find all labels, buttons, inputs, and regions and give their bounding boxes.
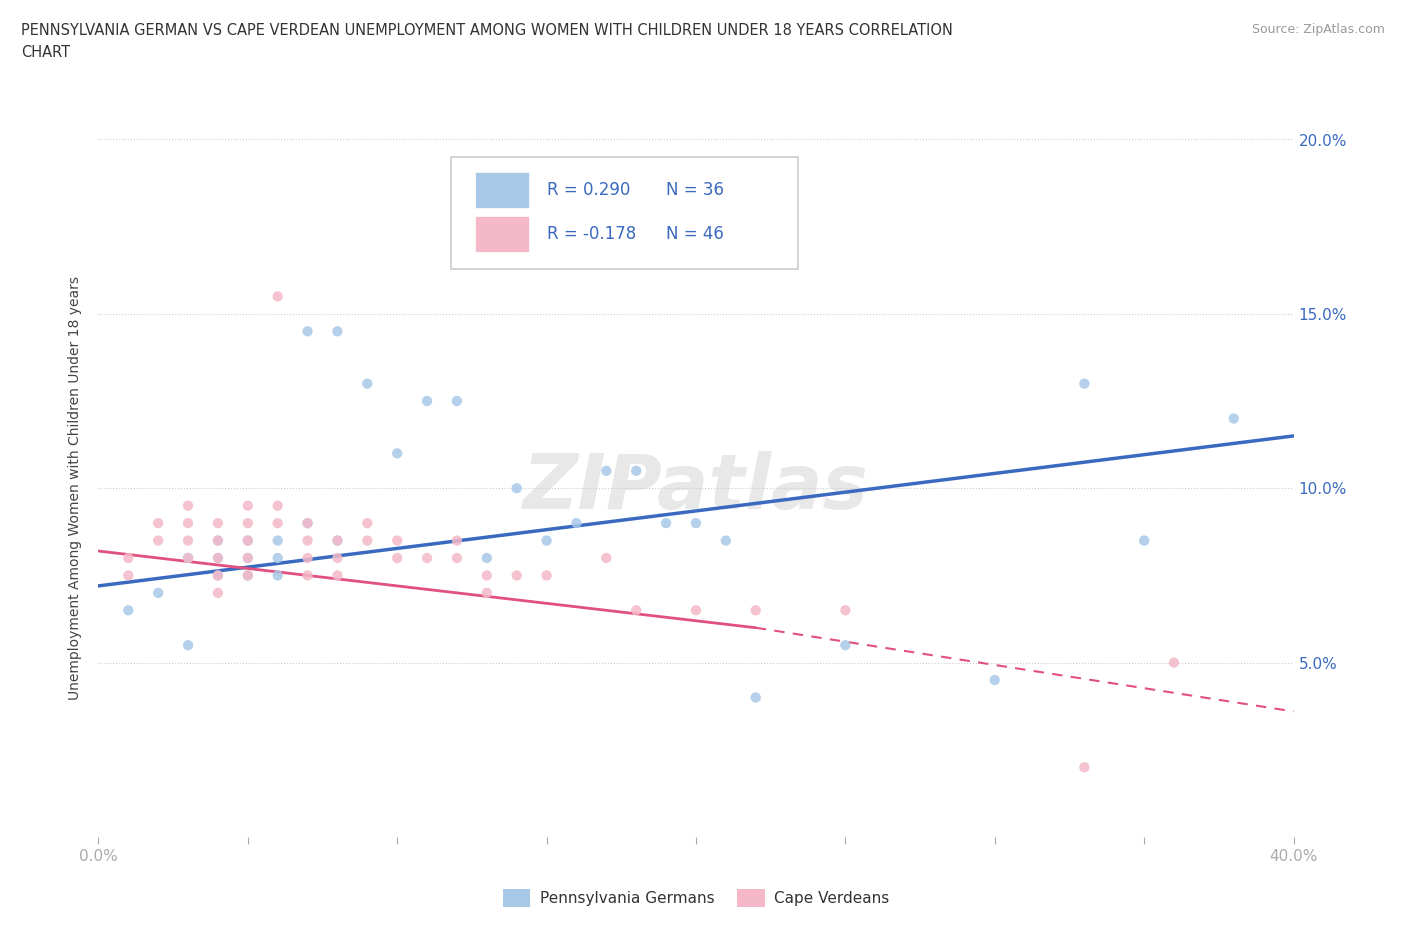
FancyBboxPatch shape bbox=[475, 217, 529, 253]
Point bbox=[207, 533, 229, 548]
Point bbox=[267, 551, 290, 565]
Point bbox=[236, 498, 259, 513]
Point bbox=[356, 377, 378, 392]
Point bbox=[177, 638, 200, 653]
Point bbox=[207, 551, 229, 565]
Point bbox=[475, 551, 498, 565]
Point bbox=[595, 551, 617, 565]
Point bbox=[1073, 377, 1095, 392]
Point bbox=[148, 533, 170, 548]
Point bbox=[177, 498, 200, 513]
Text: Source: ZipAtlas.com: Source: ZipAtlas.com bbox=[1251, 23, 1385, 36]
Point bbox=[236, 515, 259, 530]
Point bbox=[565, 515, 588, 530]
Point bbox=[236, 551, 259, 565]
Point bbox=[536, 533, 558, 548]
Legend: Pennsylvania Germans, Cape Verdeans: Pennsylvania Germans, Cape Verdeans bbox=[496, 884, 896, 913]
Point bbox=[714, 533, 737, 548]
Point bbox=[1163, 656, 1185, 671]
Point bbox=[446, 533, 468, 548]
Point bbox=[1073, 760, 1095, 775]
Y-axis label: Unemployment Among Women with Children Under 18 years: Unemployment Among Women with Children U… bbox=[69, 276, 83, 700]
Point bbox=[267, 515, 290, 530]
Point bbox=[326, 533, 349, 548]
Point bbox=[416, 551, 439, 565]
Point bbox=[117, 568, 139, 583]
Text: N = 36: N = 36 bbox=[666, 180, 724, 199]
Point bbox=[506, 568, 529, 583]
Point bbox=[236, 533, 259, 548]
Point bbox=[475, 568, 498, 583]
Point bbox=[626, 463, 648, 478]
Point bbox=[297, 324, 319, 339]
Point bbox=[148, 586, 170, 601]
Point bbox=[1133, 533, 1156, 548]
Point bbox=[745, 603, 768, 618]
Point bbox=[177, 551, 200, 565]
Point bbox=[475, 586, 498, 601]
Text: PENNSYLVANIA GERMAN VS CAPE VERDEAN UNEMPLOYMENT AMONG WOMEN WITH CHILDREN UNDER: PENNSYLVANIA GERMAN VS CAPE VERDEAN UNEM… bbox=[21, 23, 953, 38]
Point bbox=[326, 533, 349, 548]
Text: R = 0.290: R = 0.290 bbox=[547, 180, 630, 199]
Point bbox=[356, 533, 378, 548]
Text: CHART: CHART bbox=[21, 45, 70, 60]
Point bbox=[984, 672, 1007, 687]
Point bbox=[117, 603, 139, 618]
Point bbox=[236, 533, 259, 548]
Point bbox=[326, 568, 349, 583]
Point bbox=[236, 551, 259, 565]
Point bbox=[267, 498, 290, 513]
Point bbox=[177, 551, 200, 565]
Point bbox=[326, 551, 349, 565]
Point bbox=[1223, 411, 1246, 426]
Point bbox=[536, 568, 558, 583]
Text: R = -0.178: R = -0.178 bbox=[547, 225, 636, 244]
Point bbox=[834, 603, 856, 618]
Point bbox=[267, 568, 290, 583]
Point bbox=[446, 551, 468, 565]
Point bbox=[385, 533, 409, 548]
Point bbox=[685, 515, 707, 530]
Point bbox=[177, 533, 200, 548]
Point bbox=[595, 463, 617, 478]
Point bbox=[236, 568, 259, 583]
Point bbox=[655, 515, 678, 530]
Point bbox=[626, 603, 648, 618]
Point bbox=[297, 515, 319, 530]
Point bbox=[385, 446, 409, 461]
Point bbox=[446, 393, 468, 408]
Point bbox=[297, 568, 319, 583]
FancyBboxPatch shape bbox=[475, 172, 529, 208]
Point bbox=[267, 533, 290, 548]
Point bbox=[207, 586, 229, 601]
Point bbox=[834, 638, 856, 653]
Point bbox=[506, 481, 529, 496]
FancyBboxPatch shape bbox=[451, 157, 797, 269]
Point bbox=[416, 393, 439, 408]
Text: N = 46: N = 46 bbox=[666, 225, 724, 244]
Point bbox=[177, 515, 200, 530]
Point bbox=[685, 603, 707, 618]
Point bbox=[356, 515, 378, 530]
Point bbox=[148, 515, 170, 530]
Text: ZIPatlas: ZIPatlas bbox=[523, 451, 869, 525]
Point bbox=[207, 568, 229, 583]
Point bbox=[267, 289, 290, 304]
Point bbox=[207, 515, 229, 530]
Point bbox=[207, 533, 229, 548]
Point bbox=[117, 551, 139, 565]
Point bbox=[326, 324, 349, 339]
Point bbox=[236, 568, 259, 583]
Point bbox=[745, 690, 768, 705]
Point bbox=[207, 568, 229, 583]
Point bbox=[297, 515, 319, 530]
Point bbox=[297, 551, 319, 565]
Point bbox=[297, 533, 319, 548]
Point bbox=[385, 551, 409, 565]
Point bbox=[207, 551, 229, 565]
